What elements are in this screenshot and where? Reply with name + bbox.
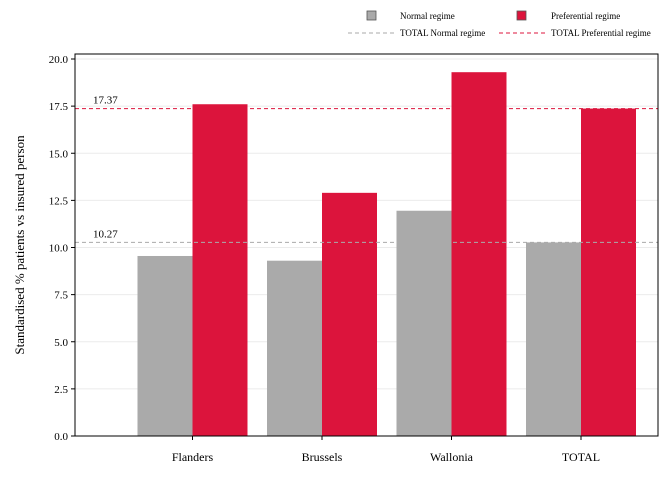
legend-label-total-preferential: TOTAL Preferential regime: [551, 28, 651, 38]
axes: 0.0 2.5 5.0 7.5 10.0 12.5 15.0 17.5 20.0 Flanders…: [49, 54, 600, 464]
bar-normal-total: [526, 242, 581, 436]
legend-swatch-preferential: [516, 10, 527, 21]
x-tick-label: Wallonia: [430, 450, 474, 464]
bars: [137, 72, 636, 437]
y-tick-label: 0.0: [54, 431, 68, 443]
bar-preferential-brussels: [322, 192, 377, 436]
bar-normal-wallonia: [396, 210, 452, 436]
bar-preferential-flanders: [192, 104, 248, 437]
y-tick-label: 20.0: [49, 54, 69, 66]
bar-preferential-wallonia: [451, 72, 507, 436]
reference-line-label: 17.37: [93, 95, 118, 107]
bar-normal-flanders: [137, 255, 193, 436]
y-tick-label: 17.5: [49, 101, 69, 113]
y-tick-label: 10.0: [49, 243, 69, 255]
legend-label-preferential: Preferential regime: [551, 11, 620, 21]
legend-label-total-normal: TOTAL Normal regime: [400, 28, 485, 38]
x-tick-label: Flanders: [172, 450, 214, 464]
x-tick-label: Brussels: [302, 450, 343, 464]
y-axis-label: Standardised % patients vs insured perso…: [12, 135, 27, 355]
legend-label-normal: Normal regime: [400, 11, 455, 21]
x-tick-label: TOTAL: [562, 450, 600, 464]
reference-lines: 10.27 17.37: [75, 95, 658, 243]
y-tick-label: 2.5: [54, 384, 68, 396]
y-tick-label: 7.5: [54, 290, 68, 302]
legend-swatch-normal: [366, 10, 377, 21]
bar-preferential-total: [581, 108, 636, 436]
y-tick-label: 15.0: [49, 148, 69, 160]
plot-frame: [74, 53, 659, 437]
reference-line-label: 10.27: [93, 228, 118, 240]
bar-normal-brussels: [267, 260, 322, 436]
y-tick-label: 5.0: [54, 337, 68, 349]
legend: Normal regime Preferential regime TOTAL No…: [348, 10, 651, 38]
y-tick-label: 12.5: [49, 195, 69, 207]
